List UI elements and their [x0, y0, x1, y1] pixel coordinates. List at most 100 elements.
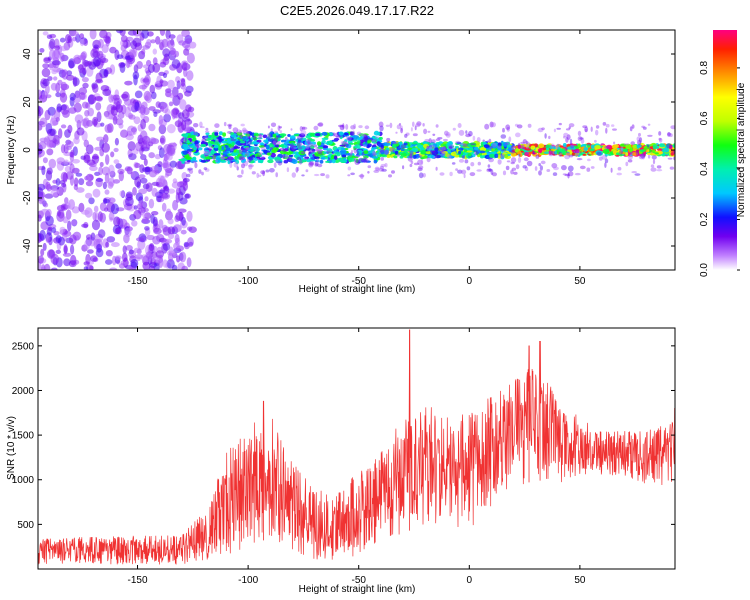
y-tick-label: 40 — [22, 48, 33, 60]
heat-cell — [363, 156, 367, 160]
heat-cell — [113, 216, 121, 227]
heat-cell — [145, 92, 153, 104]
heat-cell — [525, 140, 529, 145]
heat-cell — [83, 139, 90, 148]
heat-cell — [133, 116, 141, 125]
heat-cell — [168, 93, 177, 99]
heat-cell — [379, 165, 384, 170]
heat-cell — [253, 158, 259, 161]
heat-cell — [455, 140, 461, 144]
heat-cell — [200, 143, 207, 148]
heat-cell — [166, 124, 176, 134]
heat-cell — [84, 239, 91, 250]
heat-cell — [367, 139, 372, 143]
heat-cell — [247, 140, 252, 146]
heat-cell — [432, 150, 436, 153]
heat-cell — [247, 133, 250, 138]
heat-cell — [45, 234, 50, 244]
heat-cell — [489, 146, 493, 150]
heat-cell — [457, 123, 462, 128]
heat-cell — [497, 159, 502, 165]
heat-cell — [535, 154, 540, 159]
heat-cell — [295, 166, 299, 173]
heat-cell — [92, 116, 99, 126]
heat-cell — [248, 159, 255, 164]
heat-cell — [353, 147, 358, 154]
heat-cell — [435, 124, 439, 128]
colorbar-tick-label: 0.2 — [699, 212, 710, 226]
heat-cell — [489, 153, 495, 158]
heat-cell — [239, 134, 244, 140]
heat-cell — [290, 143, 294, 148]
heat-cell — [362, 151, 365, 157]
heat-cell — [253, 147, 258, 151]
heat-cell — [100, 85, 110, 92]
heat-cell — [233, 161, 239, 168]
heat-cell — [162, 48, 170, 58]
heat-cell — [630, 141, 635, 145]
heat-cell — [69, 175, 75, 186]
heat-cell — [309, 153, 313, 158]
heat-cell — [356, 149, 363, 154]
heat-cell — [65, 202, 71, 210]
heat-cell — [38, 147, 43, 155]
heat-cell — [39, 48, 45, 53]
heat-cell — [647, 123, 651, 126]
heat-cell — [522, 165, 527, 169]
heat-cell — [145, 251, 154, 259]
heat-cell — [651, 155, 657, 160]
heat-cell — [164, 173, 169, 178]
heat-cell — [358, 157, 364, 163]
heat-cell — [566, 152, 571, 155]
heat-cell — [127, 125, 136, 136]
heat-cell — [40, 248, 45, 256]
heat-cell — [242, 131, 249, 134]
heat-cell — [279, 130, 283, 134]
heat-cell — [564, 146, 568, 152]
heat-cell — [516, 124, 523, 129]
heat-cell — [92, 83, 99, 93]
heat-cell — [583, 147, 589, 151]
heat-cell — [89, 30, 97, 40]
heat-cell — [61, 183, 67, 188]
heat-cell — [122, 245, 127, 254]
heat-cell — [297, 139, 302, 144]
heat-cell — [203, 152, 210, 156]
heat-cell — [119, 190, 125, 197]
heat-cell — [272, 133, 277, 138]
heat-cell — [274, 156, 281, 161]
heat-cell — [254, 147, 260, 152]
heat-cell — [325, 157, 329, 160]
heat-cell — [647, 134, 653, 137]
colorbar-label: Normalized spectral amplitude — [736, 82, 747, 217]
heat-cell — [367, 171, 370, 174]
heat-cell — [431, 139, 436, 144]
heat-cell — [565, 128, 571, 131]
heat-cell — [273, 162, 277, 168]
heat-cell — [349, 152, 353, 158]
heat-cell — [403, 142, 408, 146]
heat-cell — [60, 124, 67, 129]
heat-cell — [323, 151, 328, 154]
heat-cell — [275, 144, 279, 148]
heat-cell — [658, 131, 662, 136]
heat-cell — [400, 152, 407, 157]
heat-cell — [313, 173, 320, 177]
heat-cell — [180, 229, 187, 235]
heat-cell — [38, 124, 43, 131]
heat-cell — [186, 148, 194, 152]
heat-cell — [182, 178, 190, 183]
heat-cell — [82, 101, 89, 109]
heat-cell — [497, 142, 502, 147]
heat-cell — [515, 164, 520, 170]
heat-cell — [129, 49, 137, 59]
heat-cell — [186, 52, 195, 64]
heat-cell — [69, 92, 76, 101]
heat-cell — [94, 146, 102, 151]
heat-cell — [309, 161, 314, 166]
heat-cell — [95, 178, 104, 182]
heat-cell — [40, 266, 47, 270]
heat-cell — [63, 159, 69, 164]
heat-cell — [192, 159, 198, 163]
heat-cell — [638, 132, 641, 137]
